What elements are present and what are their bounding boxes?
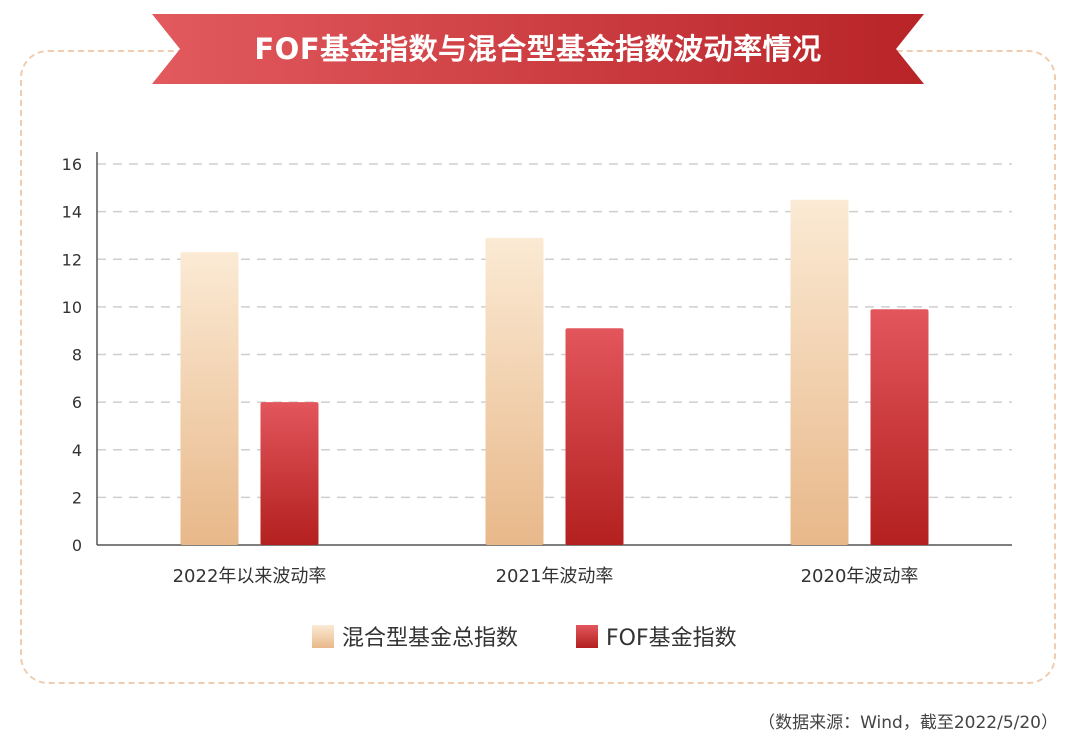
legend: 混合型基金总指数 FOF基金指数	[312, 625, 737, 651]
legend-swatch	[312, 625, 334, 648]
y-tick-label: 2	[72, 488, 82, 507]
bar-fof-fund-index	[260, 402, 319, 545]
bar-mixed-fund-index	[180, 252, 239, 545]
y-tick-label: 16	[62, 155, 82, 174]
y-tick-label: 8	[72, 346, 82, 365]
legend-swatch	[576, 625, 598, 648]
legend-mixed-fund-index: 混合型基金总指数	[312, 625, 518, 651]
x-tick-label: 2022年以来波动率	[173, 566, 327, 587]
x-tick-label: 2020年波动率	[801, 566, 919, 587]
y-tick-label: 10	[62, 298, 82, 317]
y-tick-label: 14	[62, 203, 82, 222]
ribbon-shape	[152, 14, 924, 84]
bar-fof-fund-index	[870, 309, 929, 545]
chart-title: FOF基金指数与混合型基金指数波动率情况	[254, 32, 822, 66]
y-tick-label: 0	[72, 536, 82, 555]
title-ribbon: FOF基金指数与混合型基金指数波动率情况	[152, 14, 924, 84]
y-tick-label: 6	[72, 393, 82, 412]
source-note: （数据来源：Wind，截至2022/5/20）	[758, 713, 1058, 733]
bar-mixed-fund-index	[485, 237, 544, 545]
legend-label: FOF基金指数	[606, 626, 737, 651]
bar-fof-fund-index	[565, 328, 624, 545]
axes	[96, 152, 1012, 546]
x-tick-label: 2021年波动率	[496, 566, 614, 587]
legend-label: 混合型基金总指数	[342, 626, 518, 651]
y-tick-label: 12	[62, 250, 82, 269]
bar-mixed-fund-index	[790, 199, 849, 545]
legend-fof-fund-index: FOF基金指数	[576, 625, 737, 651]
grid-lines	[97, 163, 1012, 499]
y-tick-label: 4	[72, 441, 82, 460]
bars	[180, 199, 929, 545]
axis-labels: 0 2 4 6 8 10 12 14 16 2022年以来波动率 2021年波动率 2020年波动率	[62, 155, 919, 587]
